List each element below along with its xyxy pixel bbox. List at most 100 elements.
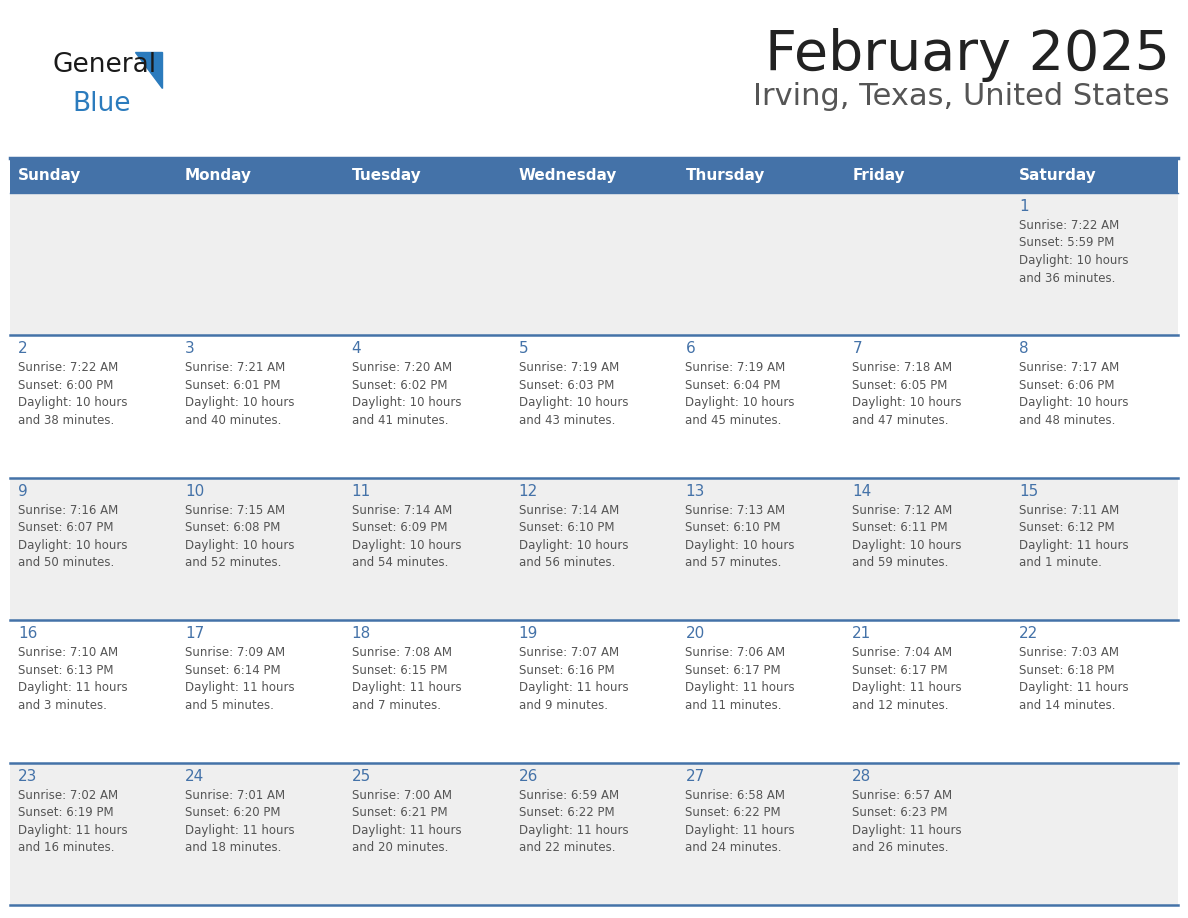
Bar — [1011, 763, 1178, 905]
Text: Sunset: 6:18 PM: Sunset: 6:18 PM — [1019, 664, 1114, 677]
Text: Daylight: 11 hours: Daylight: 11 hours — [852, 681, 962, 694]
Text: Sunrise: 7:13 AM: Sunrise: 7:13 AM — [685, 504, 785, 517]
Bar — [511, 477, 677, 621]
Text: Sunrise: 7:15 AM: Sunrise: 7:15 AM — [185, 504, 285, 517]
Text: Sunrise: 7:16 AM: Sunrise: 7:16 AM — [18, 504, 119, 517]
Text: Daylight: 10 hours: Daylight: 10 hours — [352, 397, 461, 409]
Bar — [511, 335, 677, 477]
Text: Sunset: 6:17 PM: Sunset: 6:17 PM — [685, 664, 781, 677]
Text: Sunrise: 7:09 AM: Sunrise: 7:09 AM — [185, 646, 285, 659]
Text: and 47 minutes.: and 47 minutes. — [852, 414, 949, 427]
Bar — [845, 193, 1011, 335]
Text: Sunset: 6:22 PM: Sunset: 6:22 PM — [685, 806, 781, 819]
Text: Daylight: 11 hours: Daylight: 11 hours — [685, 681, 795, 694]
Text: Sunrise: 7:00 AM: Sunrise: 7:00 AM — [352, 789, 451, 801]
Text: Sunset: 6:21 PM: Sunset: 6:21 PM — [352, 806, 448, 819]
Text: and 59 minutes.: and 59 minutes. — [852, 556, 949, 569]
Text: 2: 2 — [18, 341, 27, 356]
Text: Daylight: 10 hours: Daylight: 10 hours — [1019, 397, 1129, 409]
Text: Sunrise: 7:03 AM: Sunrise: 7:03 AM — [1019, 646, 1119, 659]
Text: Daylight: 10 hours: Daylight: 10 hours — [852, 539, 962, 552]
Text: Sunrise: 6:59 AM: Sunrise: 6:59 AM — [519, 789, 619, 801]
Text: and 54 minutes.: and 54 minutes. — [352, 556, 448, 569]
Text: Sunrise: 7:18 AM: Sunrise: 7:18 AM — [852, 362, 953, 375]
Text: and 16 minutes.: and 16 minutes. — [18, 841, 114, 854]
Text: Sunrise: 6:58 AM: Sunrise: 6:58 AM — [685, 789, 785, 801]
Bar — [177, 335, 343, 477]
Text: Sunrise: 7:22 AM: Sunrise: 7:22 AM — [18, 362, 119, 375]
Text: and 26 minutes.: and 26 minutes. — [852, 841, 949, 854]
Text: Thursday: Thursday — [685, 168, 765, 183]
Text: 17: 17 — [185, 626, 204, 641]
Text: Daylight: 10 hours: Daylight: 10 hours — [685, 397, 795, 409]
Bar — [677, 763, 845, 905]
Text: 25: 25 — [352, 768, 371, 784]
Text: and 7 minutes.: and 7 minutes. — [352, 699, 441, 711]
Text: and 18 minutes.: and 18 minutes. — [185, 841, 282, 854]
Text: 11: 11 — [352, 484, 371, 498]
Text: and 52 minutes.: and 52 minutes. — [185, 556, 282, 569]
Text: and 36 minutes.: and 36 minutes. — [1019, 272, 1116, 285]
Text: Daylight: 10 hours: Daylight: 10 hours — [685, 539, 795, 552]
Text: Tuesday: Tuesday — [352, 168, 422, 183]
Text: and 57 minutes.: and 57 minutes. — [685, 556, 782, 569]
Text: Daylight: 11 hours: Daylight: 11 hours — [519, 823, 628, 836]
Text: Daylight: 11 hours: Daylight: 11 hours — [852, 823, 962, 836]
Text: Sunset: 6:22 PM: Sunset: 6:22 PM — [519, 806, 614, 819]
Text: Sunrise: 7:21 AM: Sunrise: 7:21 AM — [185, 362, 285, 375]
Text: Daylight: 11 hours: Daylight: 11 hours — [352, 681, 461, 694]
Bar — [10, 335, 177, 477]
Text: Saturday: Saturday — [1019, 168, 1097, 183]
Text: 21: 21 — [852, 626, 872, 641]
Text: and 48 minutes.: and 48 minutes. — [1019, 414, 1116, 427]
Text: Sunrise: 6:57 AM: Sunrise: 6:57 AM — [852, 789, 953, 801]
Text: Sunset: 6:20 PM: Sunset: 6:20 PM — [185, 806, 280, 819]
Text: Sunset: 6:04 PM: Sunset: 6:04 PM — [685, 379, 781, 392]
Text: Sunrise: 7:06 AM: Sunrise: 7:06 AM — [685, 646, 785, 659]
Bar — [10, 621, 177, 763]
Text: and 45 minutes.: and 45 minutes. — [685, 414, 782, 427]
Text: Sunset: 6:11 PM: Sunset: 6:11 PM — [852, 521, 948, 534]
Bar — [845, 621, 1011, 763]
Text: Daylight: 11 hours: Daylight: 11 hours — [185, 823, 295, 836]
Text: and 56 minutes.: and 56 minutes. — [519, 556, 615, 569]
Text: 22: 22 — [1019, 626, 1038, 641]
Text: 26: 26 — [519, 768, 538, 784]
Text: 8: 8 — [1019, 341, 1029, 356]
Text: Sunrise: 7:08 AM: Sunrise: 7:08 AM — [352, 646, 451, 659]
Text: 20: 20 — [685, 626, 704, 641]
Text: and 11 minutes.: and 11 minutes. — [685, 699, 782, 711]
Text: 1: 1 — [1019, 199, 1029, 214]
Polygon shape — [135, 52, 162, 88]
Text: Sunset: 5:59 PM: Sunset: 5:59 PM — [1019, 237, 1114, 250]
Text: Sunset: 6:19 PM: Sunset: 6:19 PM — [18, 806, 114, 819]
Text: Sunrise: 7:22 AM: Sunrise: 7:22 AM — [1019, 219, 1119, 232]
Bar — [10, 193, 177, 335]
Bar — [677, 193, 845, 335]
Bar — [177, 477, 343, 621]
Text: Daylight: 10 hours: Daylight: 10 hours — [852, 397, 962, 409]
Text: Daylight: 10 hours: Daylight: 10 hours — [185, 397, 295, 409]
Text: February 2025: February 2025 — [765, 28, 1170, 82]
Text: 15: 15 — [1019, 484, 1038, 498]
Text: 28: 28 — [852, 768, 872, 784]
Text: Sunset: 6:14 PM: Sunset: 6:14 PM — [185, 664, 280, 677]
Bar — [1011, 158, 1178, 193]
Text: 27: 27 — [685, 768, 704, 784]
Text: 23: 23 — [18, 768, 37, 784]
Text: and 9 minutes.: and 9 minutes. — [519, 699, 607, 711]
Text: General: General — [52, 52, 156, 78]
Text: and 12 minutes.: and 12 minutes. — [852, 699, 949, 711]
Text: Sunrise: 7:17 AM: Sunrise: 7:17 AM — [1019, 362, 1119, 375]
Text: Blue: Blue — [72, 91, 131, 117]
Bar — [10, 763, 177, 905]
Bar — [511, 158, 677, 193]
Text: Irving, Texas, United States: Irving, Texas, United States — [753, 82, 1170, 111]
Bar — [177, 763, 343, 905]
Bar — [677, 621, 845, 763]
Text: Sunset: 6:00 PM: Sunset: 6:00 PM — [18, 379, 113, 392]
Text: and 38 minutes.: and 38 minutes. — [18, 414, 114, 427]
Text: 9: 9 — [18, 484, 27, 498]
Text: 19: 19 — [519, 626, 538, 641]
Text: Daylight: 11 hours: Daylight: 11 hours — [685, 823, 795, 836]
